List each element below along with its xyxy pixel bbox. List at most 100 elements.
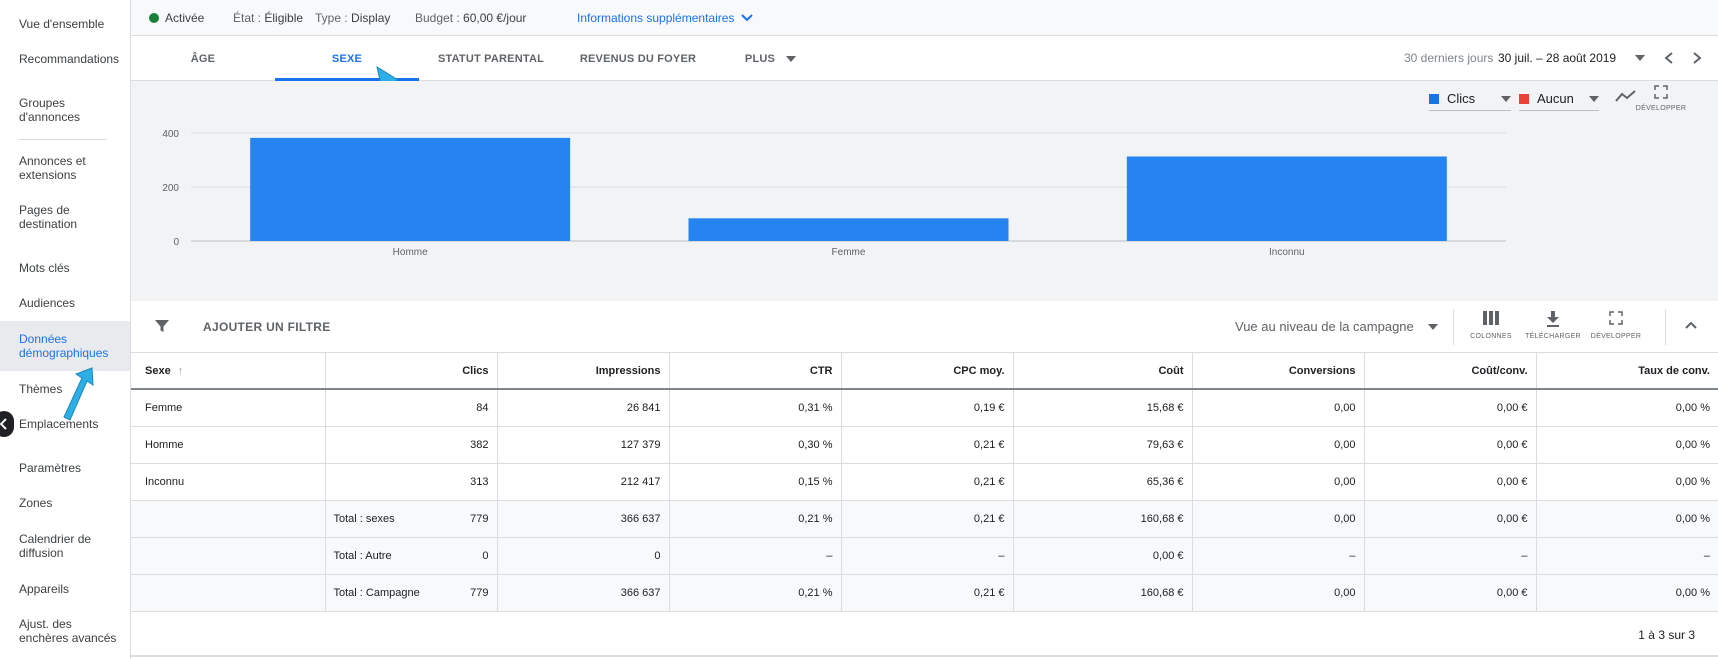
type-label: Type : — [315, 11, 348, 25]
column-header-sexe[interactable]: Sexe ↑ — [131, 353, 326, 390]
total-cell: 0,00 % — [1536, 500, 1718, 538]
sort-arrow-up-icon: ↑ — [177, 364, 184, 377]
row-label[interactable]: Inconnu — [131, 463, 326, 501]
table-body: Femme 84 26 841 0,31 % 0,19 €15,68 €0,00 0,00… — [131, 389, 1718, 612]
more-info-link[interactable]: Informations supplémentaires — [577, 11, 754, 25]
budget-field: Budget : 60,00 €/jour — [415, 11, 526, 25]
column-header-label: Sexe — [145, 364, 171, 377]
columns-button[interactable]: COLONNES — [1461, 311, 1521, 340]
tab-plus-label: PLUS — [744, 53, 776, 65]
sidebar-item-audiences[interactable]: Audiences — [19, 296, 76, 310]
line-chart-icon[interactable] — [1615, 89, 1637, 103]
table-cell: 15,68 € — [1013, 389, 1193, 427]
bar-femme[interactable] — [688, 218, 1009, 241]
sidebar-item-pages-destination[interactable]: Pages de destination — [19, 203, 78, 231]
total-cell: – — [669, 537, 842, 575]
tab-age[interactable]: ÂGE — [190, 53, 216, 65]
type-value: Display — [351, 11, 391, 25]
table-cell: 0,00 — [1192, 389, 1365, 427]
bar-inconnu[interactable] — [1126, 156, 1447, 241]
table-cell: 212 417 — [497, 463, 670, 501]
add-filter-button[interactable]: AJOUTER UN FILTRE — [203, 320, 331, 334]
sidebar-item-vue-ensemble[interactable]: Vue d'ensemble — [19, 17, 105, 31]
tab-statut-parental[interactable]: STATUT PARENTAL — [437, 53, 545, 65]
total-cell: – — [1536, 537, 1718, 575]
column-header-taux-conv[interactable]: Taux de conv. — [1536, 353, 1718, 390]
demographics-table: Sexe ↑ Clics Impressions CTR CPC moy. Co… — [131, 353, 1718, 612]
budget-label: Budget : — [415, 11, 460, 25]
total-cell: 0,21 € — [841, 500, 1014, 538]
sidebar-nav: Vue d'ensemble Recommandations Groupes d… — [0, 0, 131, 659]
filter-icon[interactable] — [154, 318, 170, 334]
toolbar-divider — [1453, 309, 1454, 345]
sidebar-item-calendrier-diffusion[interactable]: Calendrier de diffusion — [19, 532, 92, 560]
table-toolbar: AJOUTER UN FILTRE Vue au niveau de la ca… — [131, 301, 1718, 353]
table-cell: 26 841 — [497, 389, 670, 427]
sidebar-item-mots-cles[interactable]: Mots clés — [19, 261, 70, 275]
total-label: Total : sexes — [333, 512, 395, 525]
total-cell: 0,00 — [1192, 500, 1365, 538]
sidebar-collapse-button[interactable] — [0, 411, 14, 437]
total-cell: – — [1364, 537, 1537, 575]
y-tick-label: 0 — [173, 237, 179, 248]
sidebar-item-groupes-annonces[interactable]: Groupes d'annonces — [19, 96, 81, 124]
x-tick-label: Femme — [832, 247, 866, 258]
column-header-cout[interactable]: Coût — [1013, 353, 1193, 390]
metric1-selector[interactable]: Clics — [1429, 91, 1511, 111]
total-cell: 160,68 € — [1013, 574, 1193, 612]
total-cell: 779 — [470, 512, 489, 525]
chevron-right-icon[interactable] — [1691, 51, 1703, 65]
type-field: Type : Display — [315, 11, 390, 25]
total-cell: 0,00 — [1192, 574, 1365, 612]
download-button[interactable]: TÉLÉCHARGER — [1523, 311, 1583, 340]
table-expand-button[interactable]: DÉVELOPPER — [1586, 311, 1646, 340]
toolbar-divider — [1665, 309, 1666, 345]
total-cell: 0,00 % — [1536, 574, 1718, 612]
column-header-cout-conv[interactable]: Coût/conv. — [1364, 353, 1537, 390]
table-cell: 0,00 € — [1364, 389, 1537, 427]
sidebar-item-themes[interactable]: Thèmes — [19, 382, 63, 396]
download-label: TÉLÉCHARGER — [1525, 333, 1581, 340]
column-header-conversions[interactable]: Conversions — [1192, 353, 1365, 390]
etat-label: État : — [233, 11, 262, 25]
table-cell: 0,00 € — [1364, 463, 1537, 501]
sidebar-item-donnees-demographiques[interactable]: Données démographiques — [0, 321, 130, 371]
row-label[interactable]: Femme — [131, 389, 326, 427]
total-row-empty — [131, 537, 326, 575]
chevron-up-icon[interactable] — [1684, 320, 1698, 330]
sidebar-item-zones[interactable]: Zones — [19, 496, 53, 510]
chart-expand-button[interactable]: DÉVELOPPER — [1631, 85, 1691, 112]
chevron-left-icon — [0, 418, 7, 430]
budget-value: 60,00 €/jour — [463, 11, 527, 25]
column-header-impressions[interactable]: Impressions — [497, 353, 670, 390]
tab-plus[interactable]: PLUS — [721, 37, 821, 81]
total-row-label: 779 Total : Campagne — [325, 574, 498, 612]
sidebar-item-recommandations[interactable]: Recommandations — [19, 52, 120, 66]
sidebar-item-ajust-encheres[interactable]: Ajust. des enchères avancés — [19, 617, 117, 645]
total-cell: 160,68 € — [1013, 500, 1193, 538]
sidebar-item-annonces-extensions[interactable]: Annonces et extensions — [19, 154, 86, 182]
total-row-label: 0 Total : Autre — [325, 537, 498, 575]
etat-value: Éligible — [264, 11, 304, 25]
column-header-clics[interactable]: Clics — [325, 353, 498, 390]
sidebar-item-emplacements[interactable]: Emplacements — [19, 417, 99, 431]
caret-down-icon — [1589, 95, 1599, 102]
column-header-ctr[interactable]: CTR — [669, 353, 842, 390]
chevron-left-icon[interactable] — [1663, 51, 1675, 65]
status-indicator: Activée — [149, 11, 204, 25]
view-level-selector[interactable]: Vue au niveau de la campagne — [1235, 319, 1438, 334]
tab-revenus-foyer[interactable]: REVENUS DU FOYER — [579, 53, 697, 65]
tab-sexe[interactable]: SEXE — [331, 53, 363, 65]
sidebar-item-parametres[interactable]: Paramètres — [19, 461, 82, 475]
date-range-selector[interactable]: 30 juil. – 28 août 2019 — [1498, 51, 1646, 65]
metric2-selector[interactable]: Aucun — [1519, 91, 1599, 111]
row-label[interactable]: Homme — [131, 426, 326, 464]
pagination-text: 1 à 3 sur 3 — [1638, 628, 1695, 642]
etat-field: État : Éligible — [233, 11, 303, 25]
sidebar-item-appareils[interactable]: Appareils — [19, 582, 70, 596]
total-cell: 779 — [470, 586, 489, 599]
bar-homme[interactable] — [250, 137, 571, 241]
table-cell: 0,15 % — [669, 463, 842, 501]
view-level-label: Vue au niveau de la campagne — [1235, 319, 1414, 334]
column-header-cpc[interactable]: CPC moy. — [841, 353, 1014, 390]
